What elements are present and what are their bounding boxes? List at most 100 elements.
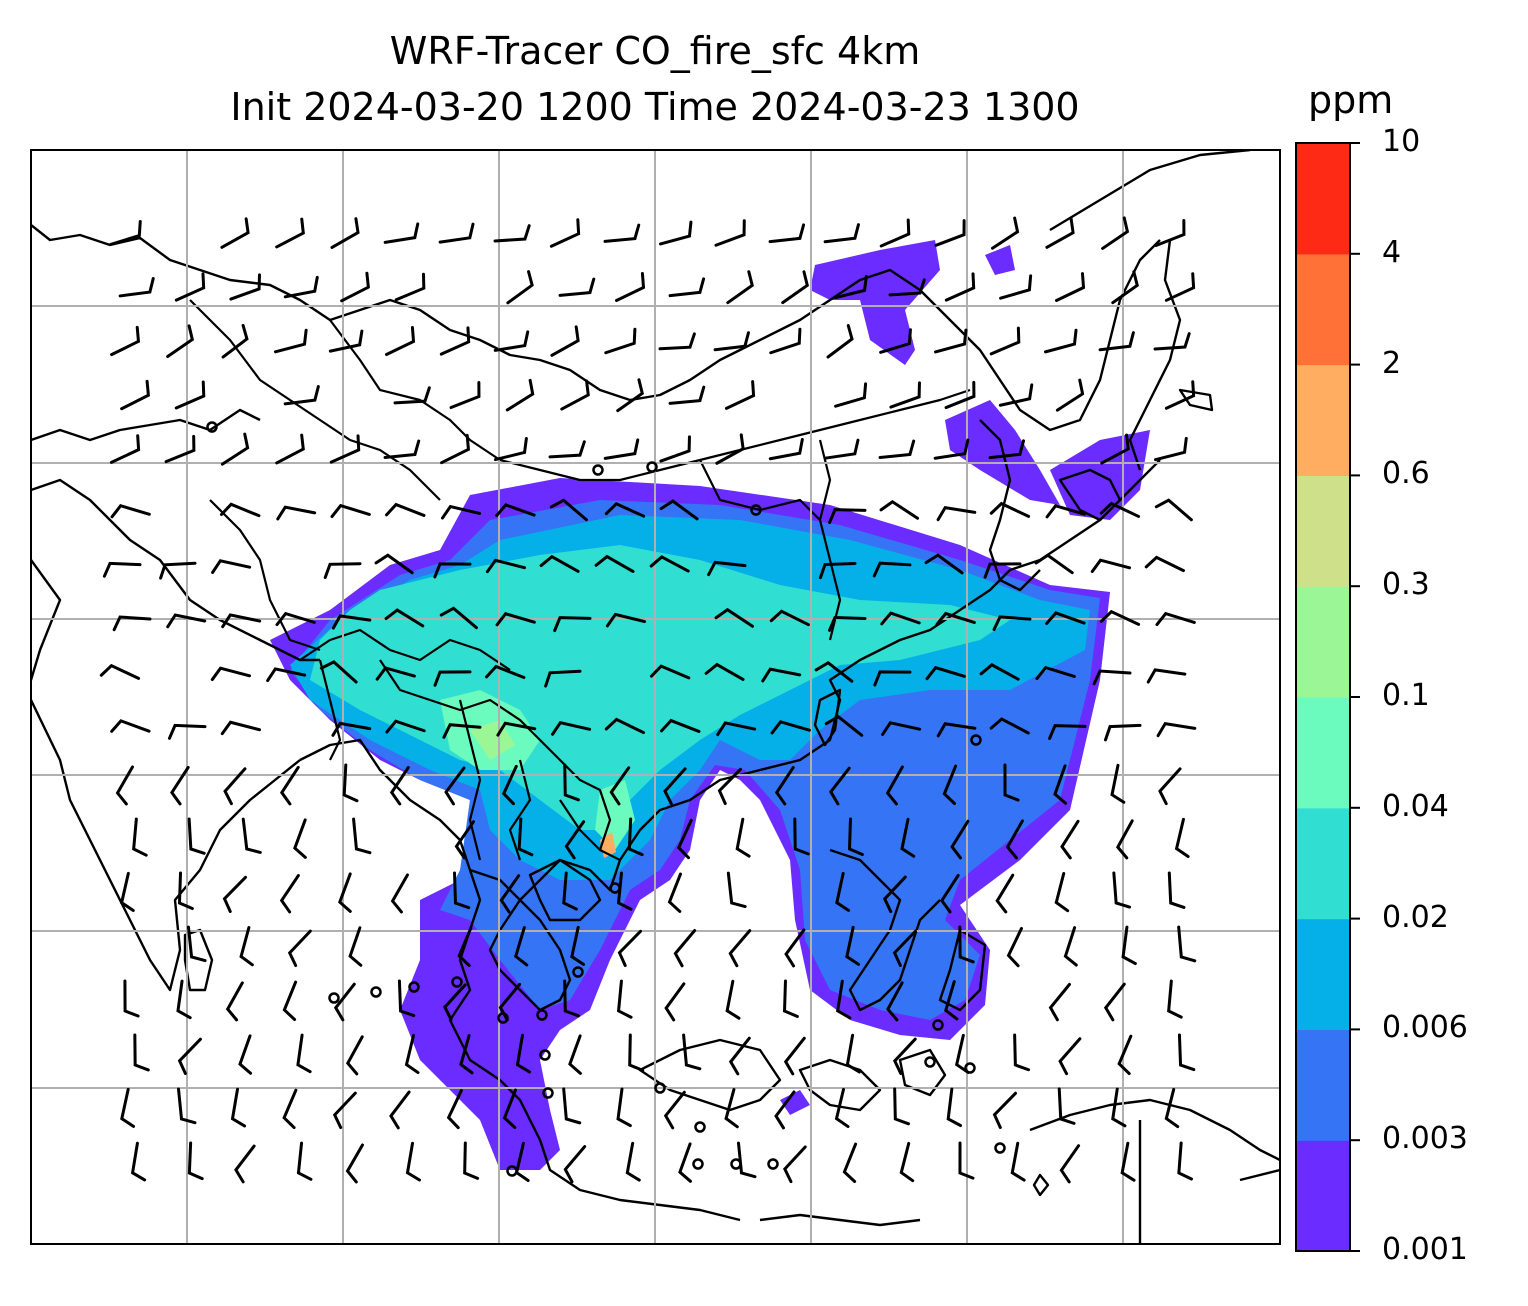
wind-barb: [375, 666, 416, 681]
wind-barb: [275, 433, 305, 465]
wind-barb: [558, 277, 596, 297]
wind-barb: [1060, 819, 1080, 860]
wind-barb: [1117, 1034, 1133, 1076]
wind-barb: [845, 925, 861, 966]
wind-barb: [725, 979, 741, 1020]
wind-barb: [872, 561, 912, 578]
wind-barb: [174, 380, 206, 410]
wind-barb: [828, 766, 851, 806]
wind-barb: [110, 504, 151, 519]
wind-barb: [1121, 925, 1137, 966]
wind-barb: [501, 764, 518, 806]
wind-barb: [1144, 555, 1185, 573]
wind-barb: [954, 1033, 970, 1074]
wind-barb: [958, 925, 975, 964]
wind-barb: [328, 329, 364, 353]
wind-barb: [102, 561, 142, 578]
wind-barb: [220, 217, 250, 249]
wind-barb: [659, 220, 693, 246]
wind-barb: [348, 926, 363, 967]
colorbar-unit: ppm: [1308, 78, 1394, 122]
wind-barb: [293, 818, 307, 859]
wind-barb: [668, 277, 706, 298]
wind-barb: [390, 873, 409, 914]
wind-barb: [1098, 331, 1135, 352]
wind-barb: [823, 438, 860, 460]
calm-circle: [539, 1049, 551, 1061]
calm-circles: [206, 421, 1006, 1177]
wind-barb: [944, 980, 959, 1021]
wind-barb: [628, 1033, 645, 1072]
wind-barb: [1059, 1144, 1081, 1184]
wind-barb: [616, 871, 633, 911]
wind-barb: [594, 554, 635, 573]
wind-barb: [296, 1033, 312, 1074]
wind-barb: [893, 1087, 910, 1126]
wind-barb: [992, 1091, 1017, 1129]
wind-barb: [660, 718, 701, 733]
title-line1: WRF-Tracer CO_fire_sfc 4km: [389, 29, 921, 73]
plume-level-1e: [985, 245, 1015, 275]
calm-circle: [692, 1158, 704, 1170]
plume-level-1b: [810, 240, 940, 365]
wind-barb: [935, 611, 976, 626]
wind-barb: [983, 562, 1022, 579]
calm-circle: [609, 882, 621, 894]
wind-barb: [230, 1087, 247, 1128]
wind-barb: [384, 326, 416, 357]
wind-barb: [1167, 979, 1183, 1019]
wind-barb: [498, 982, 522, 1022]
wind-barb: [393, 386, 431, 405]
wind-barb: [842, 1142, 858, 1183]
wind-barb: [1164, 272, 1196, 302]
wind-barb: [828, 615, 867, 632]
wind-barb: [241, 817, 262, 854]
wind-barb: [266, 667, 307, 683]
wind-barb: [333, 982, 356, 1022]
wind-barb: [1045, 217, 1075, 249]
wind-barb: [676, 818, 693, 860]
wind-barb: [167, 723, 207, 740]
wind-barb: [892, 1037, 917, 1076]
wind-barb: [1111, 1087, 1127, 1128]
wind-barb: [834, 382, 868, 408]
wind-barb: [958, 1141, 975, 1180]
wind-barb: [616, 979, 633, 1019]
wind-barb: [1103, 723, 1142, 742]
colorbar-tick-label: 0.3: [1382, 567, 1430, 603]
calm-circle: [654, 1082, 666, 1094]
wind-barb: [1164, 380, 1196, 410]
wind-barb: [936, 722, 977, 738]
wind-barb: [389, 1090, 411, 1130]
wind-barb: [453, 871, 471, 910]
wind-barb: [438, 222, 475, 244]
wind-barb: [1103, 982, 1126, 1022]
wind-barb: [834, 1087, 850, 1129]
wind-barb: [667, 872, 682, 913]
wind-barb: [784, 928, 806, 968]
wind-barb: [1153, 332, 1191, 351]
wind-barb: [933, 438, 970, 460]
wind-barb: [223, 767, 247, 806]
wind-barb: [714, 219, 746, 247]
wind-barb: [1164, 1087, 1180, 1129]
wind-barb: [275, 611, 316, 627]
wind-barb: [889, 381, 921, 409]
wind-barb: [649, 555, 690, 573]
calm-circle: [592, 464, 604, 476]
wind-barb: [1005, 819, 1024, 860]
wind-barb: [818, 561, 857, 580]
wind-barb: [234, 1144, 256, 1184]
wind-barb: [283, 385, 320, 406]
wind-barb: [338, 872, 352, 913]
calm-circle: [924, 1056, 936, 1068]
wind-barbs: [99, 216, 1197, 1184]
wind-barb: [783, 1145, 807, 1184]
colorbar-tick-label: 0.001: [1382, 1232, 1468, 1267]
wind-barb: [187, 817, 206, 855]
wind-barb: [835, 871, 851, 912]
wind-barb: [222, 875, 248, 913]
wind-barb: [1063, 926, 1078, 967]
wind-barb: [878, 439, 916, 459]
wind-barb: [1010, 1141, 1026, 1182]
